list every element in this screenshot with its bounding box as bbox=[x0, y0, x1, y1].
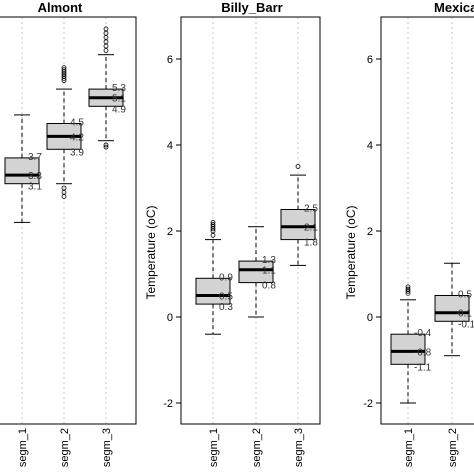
y-tick-label: 6 bbox=[367, 54, 373, 66]
data-label: 4.5 bbox=[70, 118, 84, 129]
data-label: -0.1 bbox=[458, 319, 474, 330]
box-segm_2: 0.5 0.1-0.1 segm_2 bbox=[434, 262, 474, 467]
data-label: -1.1 bbox=[414, 362, 432, 373]
outlier-point bbox=[210, 219, 216, 225]
y-tick-label: -2 bbox=[363, 398, 373, 410]
x-tick-label: segm_1 bbox=[208, 428, 220, 467]
y-tick-label: -2 bbox=[163, 398, 173, 410]
outlier-point bbox=[103, 142, 109, 148]
outlier-point bbox=[103, 144, 109, 150]
data-label: 4.2 bbox=[70, 132, 84, 143]
panel-title: Almont bbox=[38, 0, 83, 15]
box-segm_2: 1.31.1 0.8 segm_2 bbox=[238, 226, 276, 467]
data-label: 5.3 bbox=[112, 83, 126, 94]
box-iqr bbox=[390, 333, 426, 365]
box-segm_3: 2.5 2.1 1.8 segm_3 bbox=[280, 164, 318, 467]
y-tick-label: 4 bbox=[367, 140, 373, 152]
data-label: 3.9 bbox=[70, 147, 84, 158]
x-tick-label: segm_2 bbox=[251, 428, 263, 467]
box-segm_1: 3.7 3.33.1 segm_1 bbox=[4, 114, 42, 467]
data-label: 0.1 bbox=[458, 309, 472, 320]
outlier-point bbox=[61, 67, 67, 73]
y-tick-label: 6 bbox=[167, 54, 173, 66]
data-label: 3.1 bbox=[28, 182, 42, 193]
data-label: 1.3 bbox=[262, 255, 276, 266]
data-label: 5.1 bbox=[112, 94, 126, 105]
box-iqr bbox=[238, 260, 274, 284]
box-segm_2: 4.5 4.2 3.9 segm_2 bbox=[46, 65, 84, 467]
data-label: -0.8 bbox=[414, 347, 432, 358]
panel-title: Billy_Barr bbox=[221, 0, 282, 15]
box-iqr bbox=[280, 209, 316, 241]
y-tick-label: 2 bbox=[167, 226, 173, 238]
outlier-point bbox=[61, 194, 67, 200]
data-label: 1.1 bbox=[262, 266, 276, 277]
y-tick-label: 4 bbox=[167, 140, 173, 152]
x-tick-label: segm_2 bbox=[59, 428, 71, 467]
data-label: 3.3 bbox=[28, 171, 42, 182]
box-segm_1: -0.4 -0.8 -1.1 segm_1 bbox=[390, 284, 432, 467]
outlier-point bbox=[210, 222, 216, 227]
data-label: 0.5 bbox=[219, 292, 233, 303]
data-label: 4.9 bbox=[112, 104, 126, 115]
data-label: 0.5 bbox=[458, 290, 472, 301]
x-tick-label: segm_2 bbox=[447, 428, 459, 467]
outlier-point bbox=[295, 164, 301, 169]
x-tick-label: segm_3 bbox=[293, 428, 305, 467]
box-iqr bbox=[434, 295, 470, 322]
x-tick-label: segm_1 bbox=[17, 428, 29, 467]
outlier-point bbox=[61, 65, 67, 70]
data-label: 0.8 bbox=[262, 281, 276, 292]
y-tick-label: 0 bbox=[167, 312, 173, 324]
panel-border bbox=[0, 16, 137, 425]
outlier-point bbox=[405, 286, 411, 292]
data-label: 0.9 bbox=[219, 272, 233, 283]
data-label: 3.7 bbox=[28, 152, 42, 163]
x-tick-label: segm_1 bbox=[403, 428, 415, 467]
box-iqr bbox=[4, 157, 40, 185]
box-segm_1: 0.9 0.50.3 segm_1 bbox=[195, 219, 233, 467]
data-label: -0.4 bbox=[414, 328, 432, 339]
outlier-point bbox=[405, 284, 411, 290]
panel-1: Almont 3.7 3.33.1 segm_1 4.5 4.2 3.9 segm_2 5.35… bbox=[0, 0, 137, 467]
y-axis-label: Temperature (oC) bbox=[344, 205, 358, 299]
panel-title: Mexican_C bbox=[434, 0, 474, 15]
y-tick-label: 0 bbox=[367, 312, 373, 324]
box-iqr bbox=[195, 277, 231, 305]
data-label: 2.5 bbox=[304, 204, 318, 215]
data-label: 1.8 bbox=[304, 238, 318, 249]
data-label: 2.1 bbox=[304, 223, 318, 234]
data-label: 0.3 bbox=[219, 302, 233, 313]
box-segm_3: 5.35.14.9 segm_3 bbox=[88, 26, 126, 467]
x-tick-label: segm_3 bbox=[101, 428, 113, 467]
outlier-point bbox=[103, 26, 109, 32]
y-tick-label: 2 bbox=[367, 226, 373, 238]
y-axis-label: Temperature (oC) bbox=[144, 205, 158, 299]
